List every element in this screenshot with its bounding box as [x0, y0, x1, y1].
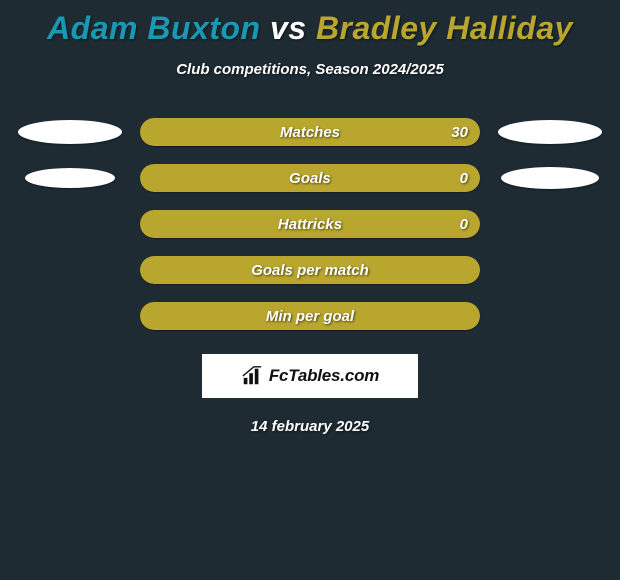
- page-title: Adam Buxton vs Bradley Halliday: [47, 10, 573, 47]
- stat-value-right: 0: [460, 210, 468, 238]
- stat-value-right: 30: [451, 118, 468, 146]
- left-ellipse-slot: [10, 120, 130, 144]
- title-player-2: Bradley Halliday: [316, 10, 573, 46]
- stat-row: Matches30: [0, 118, 620, 146]
- stat-rows: Matches30Goals0Hattricks0Goals per match…: [0, 118, 620, 330]
- left-value-ellipse: [18, 120, 122, 144]
- right-ellipse-slot: [490, 167, 610, 189]
- subtitle: Club competitions, Season 2024/2025: [176, 61, 444, 78]
- footer-logo-text: FcTables.com: [269, 366, 379, 386]
- left-ellipse-slot: [10, 168, 130, 188]
- title-vs: vs: [270, 10, 307, 46]
- footer-date: 14 february 2025: [251, 418, 369, 435]
- stat-label: Goals: [140, 164, 480, 192]
- stat-bar: Min per goal: [140, 302, 480, 330]
- stat-row: Hattricks0: [0, 210, 620, 238]
- footer-logo: FcTables.com: [202, 354, 418, 398]
- stat-label: Goals per match: [140, 256, 480, 284]
- stat-label: Hattricks: [140, 210, 480, 238]
- stat-label: Min per goal: [140, 302, 480, 330]
- stat-label: Matches: [140, 118, 480, 146]
- stat-row: Min per goal: [0, 302, 620, 330]
- right-value-ellipse: [498, 120, 602, 144]
- title-player-1: Adam Buxton: [47, 10, 261, 46]
- right-ellipse-slot: [490, 120, 610, 144]
- left-value-ellipse: [25, 168, 115, 188]
- stat-bar: Matches30: [140, 118, 480, 146]
- stat-row: Goals per match: [0, 256, 620, 284]
- stat-bar: Goals0: [140, 164, 480, 192]
- stat-row: Goals0: [0, 164, 620, 192]
- stat-bar: Goals per match: [140, 256, 480, 284]
- right-value-ellipse: [501, 167, 599, 189]
- stat-value-right: 0: [460, 164, 468, 192]
- stat-bar: Hattricks0: [140, 210, 480, 238]
- comparison-infographic: Adam Buxton vs Bradley Halliday Club com…: [0, 0, 620, 580]
- bar-chart-icon: [241, 365, 263, 387]
